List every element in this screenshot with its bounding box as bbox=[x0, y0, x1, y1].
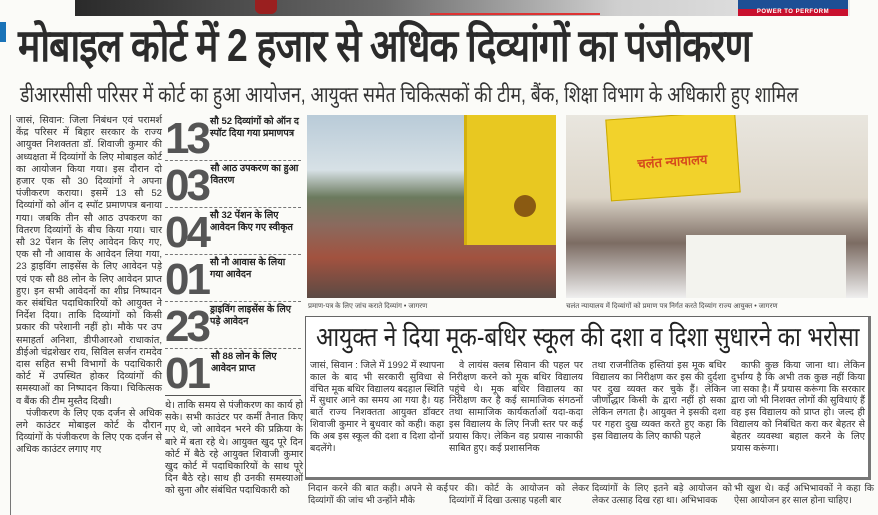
stat-label: ड्राइविंग लाइसेंस के लिए पड़े आवेदन bbox=[209, 304, 292, 327]
boxed-story-column: तथा राजनीतिक हस्तियां इस मूक बधिर विद्या… bbox=[592, 359, 726, 441]
stat-item: 01 सौ 88 लोन के लिए आवेदन प्राप्त bbox=[165, 349, 301, 396]
lower-column: पर की। कोर्ट के आयोजन को लेकर दिव्यांगों… bbox=[449, 483, 589, 505]
ad-tagline: POWER TO PERFORM bbox=[738, 9, 848, 16]
story-paragraph: जासं, सिवान: जिला निबंधन एवं परामर्श कें… bbox=[16, 115, 162, 407]
stat-item: 23 ड्राइविंग लाइसेंस के लिए पड़े आवेदन bbox=[165, 302, 301, 349]
stat-number: 13 bbox=[165, 114, 211, 163]
stat-label: सौ आठ उपकरण का हुआ वितरण bbox=[210, 163, 299, 186]
court-banner: चलंत न्यायालय bbox=[605, 115, 741, 202]
stat-item: 03 सौ आठ उपकरण का हुआ वितरण bbox=[165, 161, 301, 208]
stat-item: 13 सौ 52 दिव्यांगों को ऑन द स्पॉट दिया गय… bbox=[165, 114, 301, 161]
desk bbox=[686, 235, 846, 298]
section-marker bbox=[0, 22, 6, 42]
stats-panel: 13 सौ 52 दिव्यांगों को ऑन द स्पॉट दिया गय… bbox=[165, 114, 301, 396]
story-paragraph: पंजीकरण के लिए एक दर्जन से अधिक लगे काउं… bbox=[16, 407, 162, 456]
lower-column: निदान करने की बात कही। अपने से कई दिव्या… bbox=[308, 483, 448, 505]
column-rule bbox=[10, 115, 11, 515]
ad-divider bbox=[430, 13, 600, 15]
mobile-court-bus bbox=[464, 115, 556, 245]
boxed-story-column: काफी कुछ किया जाना था। लेकिन दुर्भाग्य ह… bbox=[731, 359, 865, 453]
boxed-story-headline: आयुक्त ने दिया मूक-बधिर स्कूल की दशा व द… bbox=[316, 322, 860, 352]
stat-number: 01 bbox=[165, 255, 211, 304]
stat-label: सौ नौ आवास के लिया गया आवेदन bbox=[209, 257, 286, 280]
stat-item: 01 सौ नौ आवास के लिया गया आवेदन bbox=[165, 255, 301, 302]
photo-mobile-court-desk: चलंत न्यायालय bbox=[566, 115, 868, 298]
stat-number: 03 bbox=[165, 161, 211, 210]
photo-caption: चलंत न्यायालय में दिव्यांगों को प्रमाण प… bbox=[566, 303, 778, 310]
story-continuation: थे। ताकि समय से पंजीकरण का कार्य हो सके।… bbox=[165, 400, 303, 497]
lower-column: भी खुश थे। कई अभिभावकों ने कहा कि ऐसा आय… bbox=[734, 483, 874, 505]
stat-label: सौ 32 पेंशन के लिए आवेदन किए गए स्वीकृत bbox=[209, 210, 293, 233]
banner-text: चलंत न्यायालय bbox=[636, 151, 708, 172]
stat-item: 04 सौ 32 पेंशन के लिए आवेदन किए गए स्वीकृ… bbox=[165, 208, 301, 255]
boxed-story: आयुक्त ने दिया मूक-बधिर स्कूल की दशा व द… bbox=[305, 316, 871, 480]
headline: मोबाइल कोर्ट में 2 हजार से अधिक दिव्यांग… bbox=[18, 20, 752, 71]
boxed-story-column: वे लायंस क्लब सिवान की पहल पर निरीक्षण क… bbox=[449, 359, 583, 453]
main-story-column: जासं, सिवान: जिला निबंधन एवं परामर्श कें… bbox=[16, 115, 162, 457]
advertisement-banner[interactable]: POWER TO PERFORM bbox=[75, 0, 850, 16]
photo-registration-queue bbox=[307, 115, 556, 298]
lower-column: दिव्यांगों के लिए इतने बड़े आयोजन को लेक… bbox=[592, 483, 732, 505]
stat-number: 04 bbox=[165, 208, 211, 257]
car-image bbox=[255, 0, 277, 14]
stat-number: 23 bbox=[165, 302, 211, 351]
stat-label: सौ 52 दिव्यांगों को ऑन द स्पॉट दिया गया … bbox=[209, 116, 299, 139]
photo-caption: प्रमाण-पत्र के लिए जांच कराते दिव्यांग •… bbox=[308, 303, 428, 310]
subheadline: डीआरसीसी परिसर में कोर्ट का हुआ आयोजन, आ… bbox=[20, 82, 799, 107]
boxed-story-column: जासं, सिवान : जिले में 1992 में स्थापना … bbox=[310, 359, 444, 453]
ad-brand-badge: POWER TO PERFORM bbox=[738, 0, 848, 16]
stat-label: सौ 88 लोन के लिए आवेदन प्राप्त bbox=[211, 351, 277, 374]
stat-number: 01 bbox=[165, 349, 211, 398]
bus-emblem bbox=[514, 195, 536, 217]
